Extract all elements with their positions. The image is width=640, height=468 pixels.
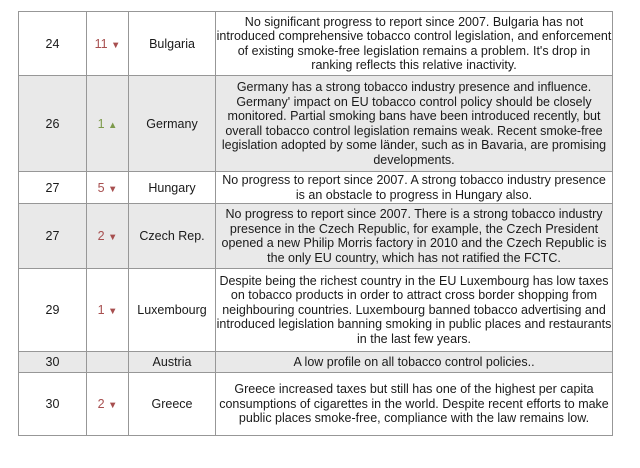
country-comment: A low profile on all tobacco control pol…	[215, 351, 613, 373]
rank-value: 26	[18, 75, 87, 172]
rank-value: 29	[18, 268, 87, 352]
rank-change-value: 5	[97, 180, 105, 195]
table-row: 30 2 ▼ Greece Greece increased taxes but…	[18, 372, 613, 436]
rank-change-value: 2	[97, 397, 105, 411]
rank-value: 30	[18, 351, 87, 373]
country-name: Hungary	[128, 171, 216, 204]
tobacco-control-ranking-table: 24 11 ▼ Bulgaria No significant progress…	[18, 11, 613, 436]
rank-change-cell: 11 ▼	[86, 11, 129, 76]
country-comment: Greece increased taxes but still has one…	[215, 372, 613, 436]
rank-down-icon: ▼	[108, 232, 118, 243]
rank-change-cell: 1 ▼	[86, 268, 129, 352]
rank-down-icon: ▼	[108, 183, 118, 195]
country-name: Germany	[128, 75, 216, 172]
rank-up-icon: ▲	[108, 119, 118, 131]
country-name: Bulgaria	[128, 11, 216, 76]
country-comment: No significant progress to report since …	[215, 11, 613, 76]
rank-change-value: 11	[94, 36, 108, 51]
rank-value: 24	[18, 11, 87, 76]
country-name: Luxembourg	[128, 268, 216, 352]
rank-value: 27	[18, 203, 87, 269]
table-row: 30 Austria A low profile on all tobacco …	[18, 351, 613, 373]
table-row: 26 1 ▲ Germany Germany has a strong toba…	[18, 75, 613, 172]
rank-down-icon: ▼	[108, 400, 118, 411]
rank-change-value: 2	[97, 229, 105, 243]
rank-change-cell: 5 ▼	[86, 171, 129, 204]
rank-change-value: 1	[97, 116, 105, 131]
rank-change-cell: 2 ▼	[86, 372, 129, 436]
country-name: Czech Rep.	[128, 203, 216, 269]
country-ranking-table-container: 24 11 ▼ Bulgaria No significant progress…	[18, 11, 613, 436]
rank-down-icon: ▼	[108, 306, 118, 317]
rank-change-value: 1	[97, 303, 105, 317]
country-comment: No progress to report since 2007. There …	[215, 203, 613, 269]
country-comment: No progress to report since 2007. A stro…	[215, 171, 613, 204]
table-row: 27 2 ▼ Czech Rep. No progress to report …	[18, 203, 613, 269]
rank-value: 27	[18, 171, 87, 204]
rank-change-cell	[86, 351, 129, 373]
table-row: 27 5 ▼ Hungary No progress to report sin…	[18, 171, 613, 204]
table-row: 29 1 ▼ Luxembourg Despite being the rich…	[18, 268, 613, 352]
rank-value: 30	[18, 372, 87, 436]
table-row: 24 11 ▼ Bulgaria No significant progress…	[18, 11, 613, 76]
rank-down-icon: ▼	[111, 39, 121, 51]
country-name: Austria	[128, 351, 216, 373]
country-comment: Germany has a strong tobacco industry pr…	[215, 75, 613, 172]
country-comment: Despite being the richest country in the…	[215, 268, 613, 352]
rank-change-cell: 1 ▲	[86, 75, 129, 172]
country-name: Greece	[128, 372, 216, 436]
rank-change-cell: 2 ▼	[86, 203, 129, 269]
